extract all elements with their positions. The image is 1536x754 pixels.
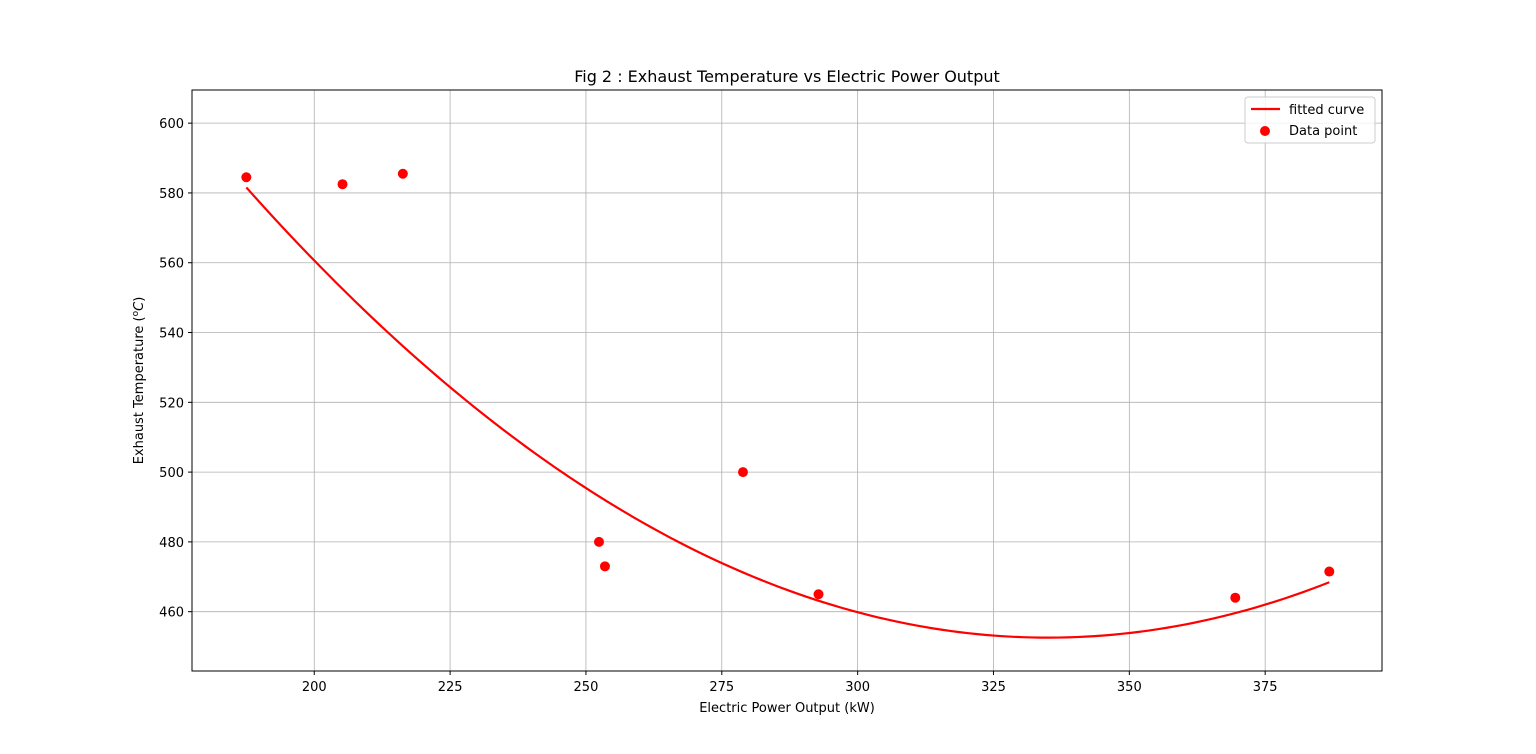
y-axis-label-superscript: o xyxy=(131,310,141,316)
data-point-marker xyxy=(1324,566,1335,577)
x-axis-label: Electric Power Output (kW) xyxy=(699,701,875,716)
ticks: 200 225 250 275 300 325 350 375 460 480 500 520 540 5… xyxy=(159,117,1277,695)
legend-label-fitted-curve: fitted curve xyxy=(1289,103,1364,118)
data-point-marker xyxy=(599,561,610,572)
y-axis-label-close: ) xyxy=(132,297,147,302)
y-tick-label: 540 xyxy=(159,327,184,342)
data-point-marker xyxy=(241,172,252,183)
grid xyxy=(192,90,1382,671)
y-tick-label: 500 xyxy=(159,466,184,481)
y-tick-label: 560 xyxy=(159,257,184,272)
data-point-marker xyxy=(593,536,604,547)
x-tick-label: 325 xyxy=(981,680,1006,695)
y-tick-label: 520 xyxy=(159,396,184,411)
data-point-marker xyxy=(1230,592,1241,603)
y-axis-label: Exhaust Temperature (oC) xyxy=(131,297,147,465)
y-axis-label-main: Exhaust Temperature ( xyxy=(132,316,147,464)
axes-frame xyxy=(191,89,1383,672)
plot-area xyxy=(241,168,1335,639)
data-point-marker xyxy=(397,168,408,179)
x-tick-label: 225 xyxy=(438,680,463,695)
y-tick-label: 580 xyxy=(159,187,184,202)
x-tick-label: 200 xyxy=(302,680,327,695)
y-tick-label: 460 xyxy=(159,606,184,621)
y-tick-label: 600 xyxy=(159,117,184,132)
legend-marker-swatch xyxy=(1260,126,1270,136)
x-tick-label: 375 xyxy=(1253,680,1278,695)
y-tick-label: 480 xyxy=(159,536,184,551)
legend: fitted curve Data point xyxy=(1244,96,1376,144)
y-axis-label-unit: C xyxy=(132,301,147,311)
fitted-curve-line xyxy=(245,186,1330,639)
data-point-marker xyxy=(337,179,348,190)
data-point-marker xyxy=(813,589,824,600)
data-point-marker xyxy=(737,467,748,478)
chart-title: Fig 2 : Exhaust Temperature vs Electric … xyxy=(574,67,1000,86)
legend-label-data-point: Data point xyxy=(1289,124,1357,139)
x-tick-label: 250 xyxy=(574,680,599,695)
x-tick-label: 300 xyxy=(845,680,870,695)
x-tick-label: 275 xyxy=(709,680,734,695)
x-tick-label: 350 xyxy=(1117,680,1142,695)
